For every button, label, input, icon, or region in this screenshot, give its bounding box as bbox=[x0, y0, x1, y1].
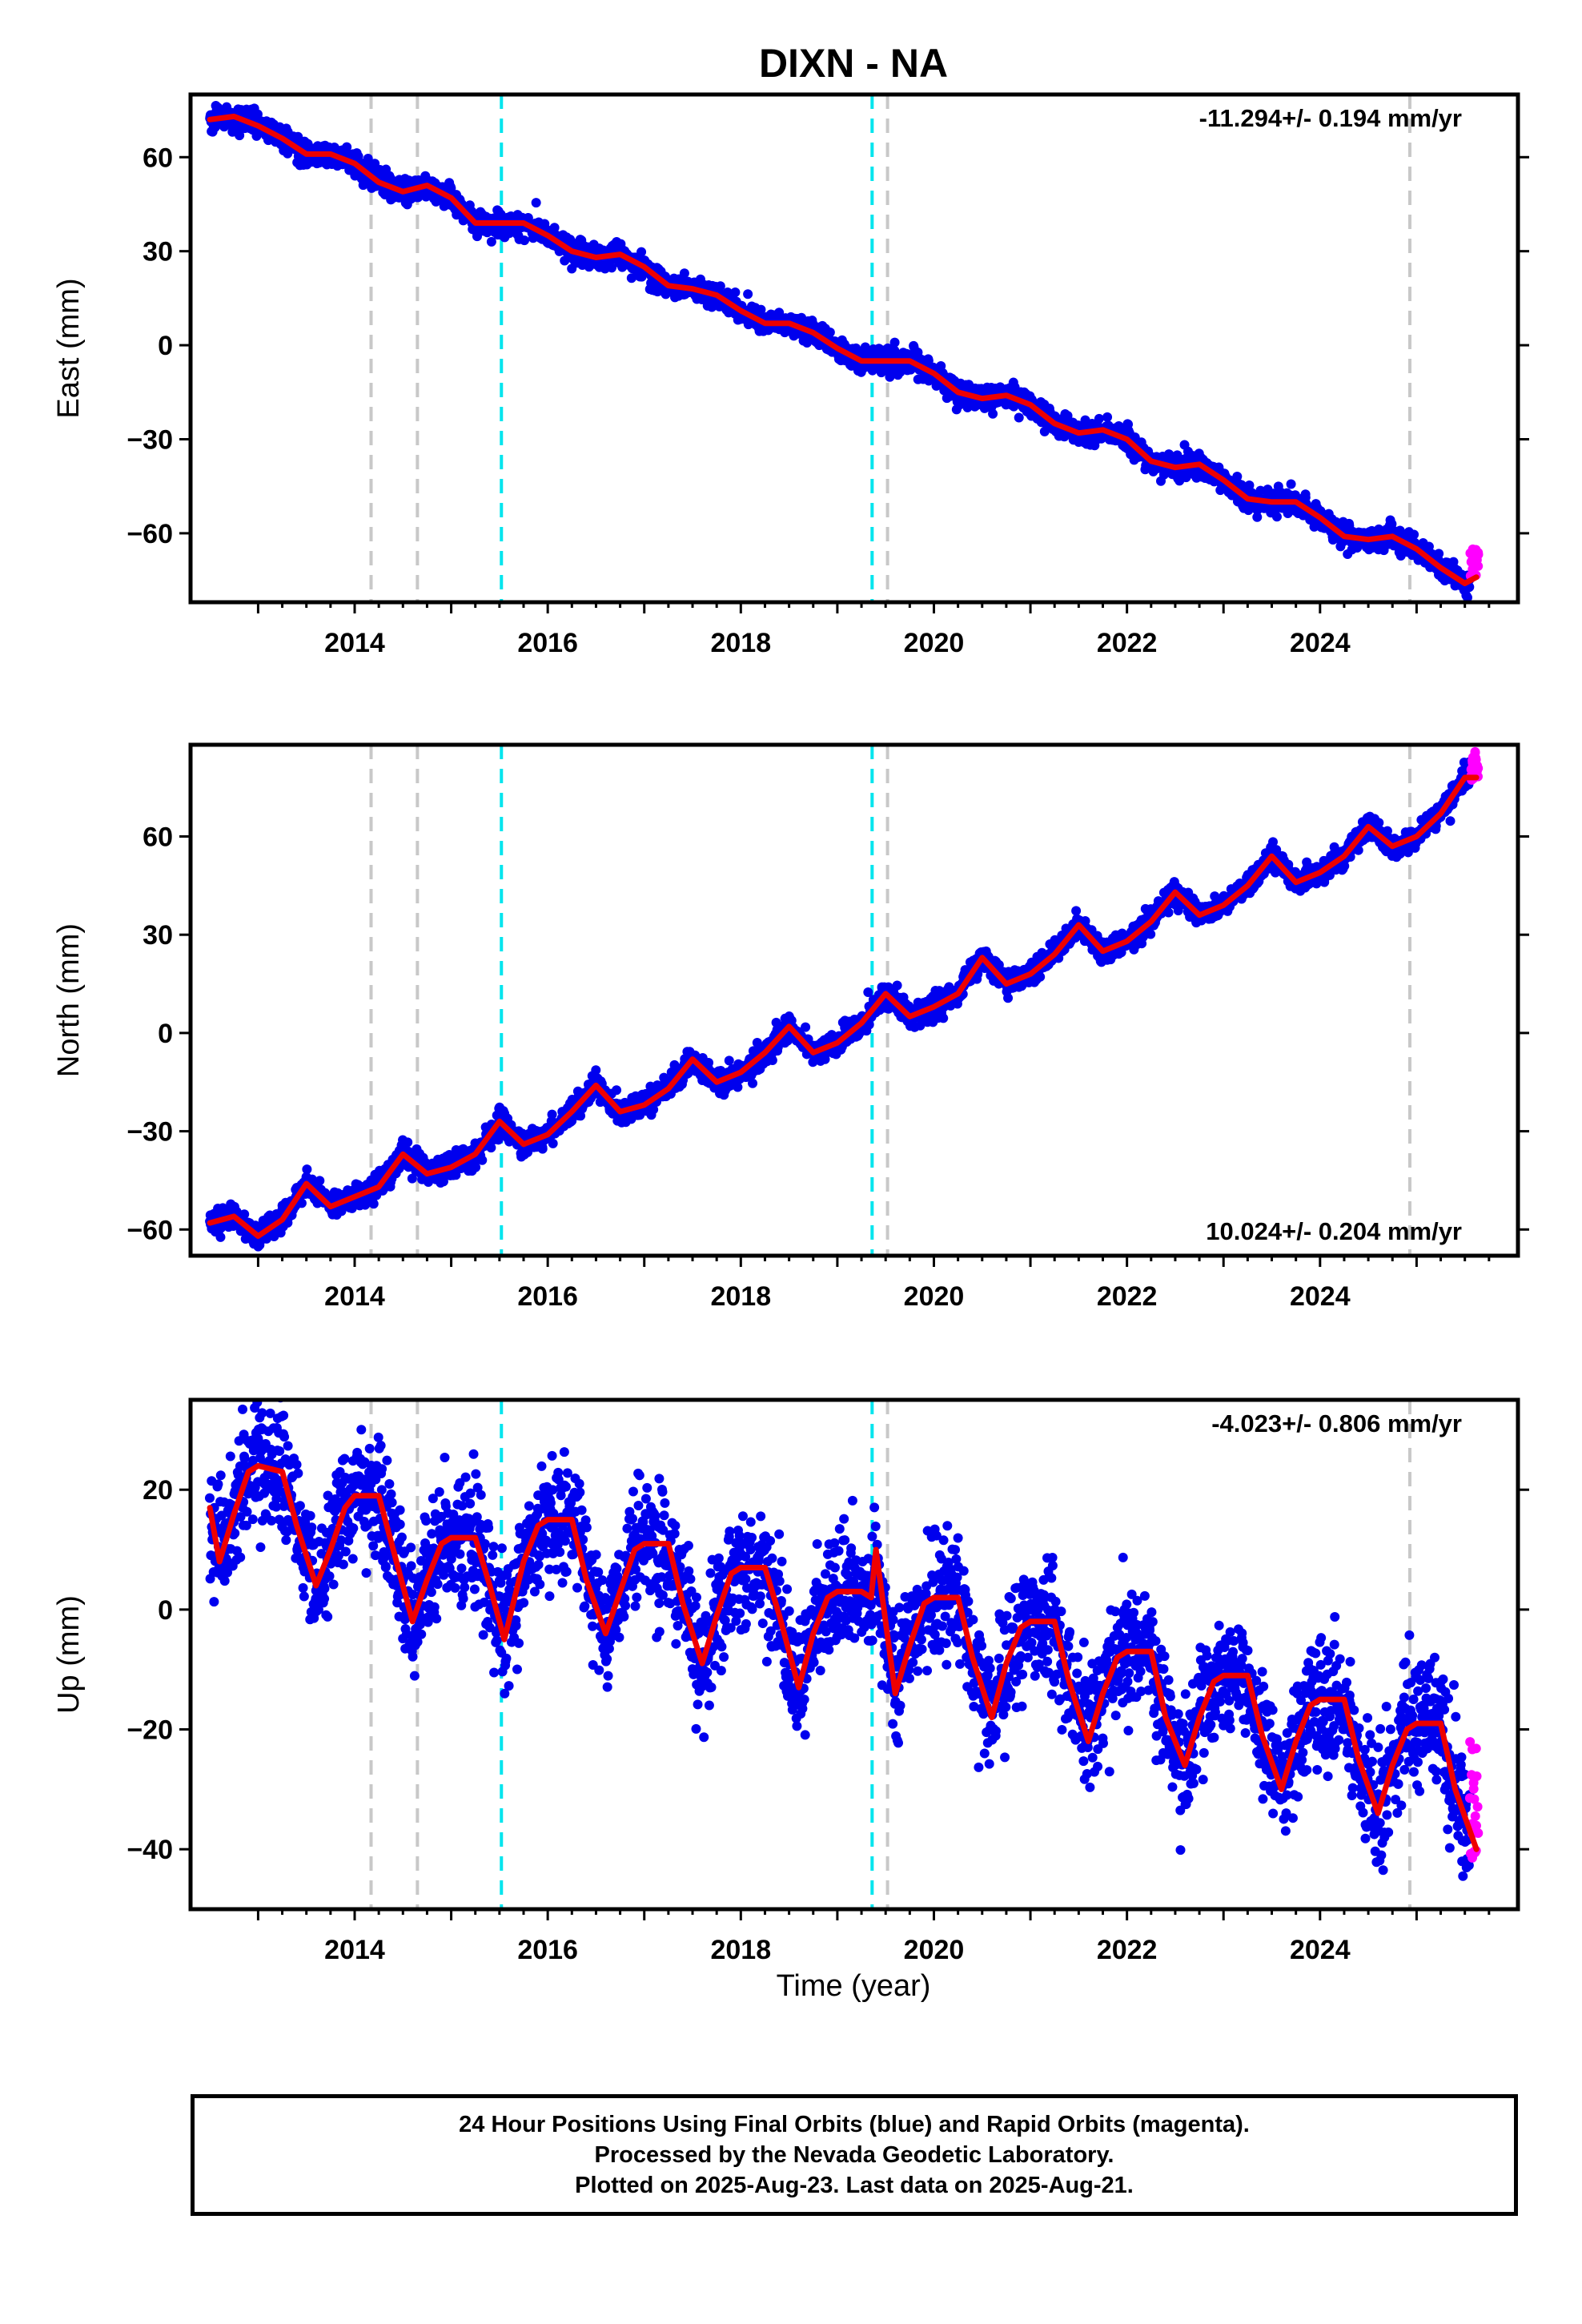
y-tick-label: 0 bbox=[158, 331, 173, 361]
data-point bbox=[1232, 472, 1243, 482]
data-point bbox=[889, 337, 900, 348]
data-point bbox=[486, 236, 496, 247]
data-point bbox=[1255, 485, 1266, 496]
y-tick-label: 60 bbox=[143, 143, 173, 173]
data-point bbox=[733, 1082, 743, 1092]
data-point bbox=[612, 1085, 622, 1096]
y-tick-label: 30 bbox=[143, 237, 173, 267]
plot-area bbox=[205, 745, 1484, 1256]
data-point bbox=[724, 1055, 734, 1066]
data-point bbox=[547, 1109, 557, 1120]
data-point bbox=[707, 302, 717, 312]
x-tick-label: 2014 bbox=[324, 628, 385, 658]
data-point bbox=[825, 328, 835, 338]
data-point bbox=[1014, 412, 1024, 423]
rapid-orbit-points bbox=[1465, 544, 1484, 581]
data-point bbox=[215, 1232, 226, 1242]
east-panel: 2014 2016 2018 2020 2022 2024 60 30 0 −30 −60 East … bbox=[52, 92, 1529, 658]
data-point bbox=[239, 1209, 250, 1220]
data-point bbox=[704, 1057, 714, 1068]
data-point bbox=[342, 142, 352, 152]
data-point bbox=[1271, 512, 1282, 522]
data-point bbox=[548, 1138, 558, 1148]
plot-area bbox=[205, 94, 1484, 602]
station-title: DIXN - NA bbox=[759, 41, 948, 86]
data-point bbox=[1434, 549, 1444, 559]
data-point bbox=[988, 408, 998, 419]
data-point bbox=[531, 198, 541, 208]
north-panel: 2014 2016 2018 2020 2022 202460300−30−60North… bbox=[52, 742, 1529, 1312]
data-point bbox=[353, 151, 363, 162]
data-point bbox=[549, 223, 560, 233]
data-point bbox=[1252, 512, 1263, 522]
data-point bbox=[403, 1137, 413, 1148]
y-tick-label: −60 bbox=[126, 519, 173, 549]
data-point bbox=[252, 109, 263, 119]
data-point bbox=[591, 1065, 601, 1076]
data-point bbox=[471, 1162, 481, 1172]
data-point bbox=[520, 235, 530, 246]
data-point bbox=[885, 372, 895, 382]
data-point bbox=[1423, 541, 1434, 552]
data-point bbox=[801, 1022, 811, 1032]
data-point bbox=[296, 1198, 307, 1208]
data-point bbox=[315, 1176, 325, 1186]
data-point bbox=[302, 1164, 312, 1175]
model-fit-line bbox=[207, 113, 1480, 586]
rapid-data-point bbox=[1470, 549, 1480, 560]
x-tick-label: 2022 bbox=[1097, 628, 1158, 658]
data-point bbox=[1094, 413, 1104, 424]
data-point bbox=[715, 281, 725, 292]
data-point bbox=[743, 289, 753, 300]
data-point bbox=[607, 263, 617, 273]
data-point bbox=[679, 268, 689, 279]
data-point bbox=[748, 1078, 758, 1088]
data-point bbox=[730, 287, 741, 298]
final-orbit-points bbox=[205, 757, 1475, 1252]
x-tick-label: 2016 bbox=[517, 628, 578, 658]
data-point bbox=[537, 1144, 548, 1154]
data-point bbox=[756, 304, 766, 315]
data-point bbox=[363, 154, 373, 164]
data-point bbox=[368, 1199, 379, 1209]
data-point bbox=[486, 1143, 496, 1153]
data-point bbox=[1244, 480, 1255, 491]
data-point bbox=[1102, 412, 1113, 422]
rate-label: -11.294+/- 0.194 mm/yr bbox=[1199, 104, 1462, 132]
data-point bbox=[438, 1176, 448, 1187]
y-tick-label: −30 bbox=[126, 424, 173, 455]
x-tick-label: 2020 bbox=[904, 628, 965, 658]
y-axis-label: East (mm) bbox=[52, 278, 86, 418]
data-point bbox=[636, 247, 647, 257]
data-point bbox=[1286, 479, 1296, 489]
x-tick-label: 2024 bbox=[1290, 628, 1351, 658]
rapid-data-point bbox=[1468, 564, 1478, 574]
plot-frame bbox=[188, 92, 1520, 605]
data-point bbox=[451, 1170, 461, 1180]
data-point bbox=[767, 1055, 777, 1065]
data-point bbox=[1462, 593, 1472, 602]
data-point bbox=[1409, 529, 1419, 540]
x-tick-label: 2018 bbox=[710, 628, 771, 658]
data-point bbox=[407, 1173, 417, 1184]
data-point bbox=[477, 1155, 488, 1165]
